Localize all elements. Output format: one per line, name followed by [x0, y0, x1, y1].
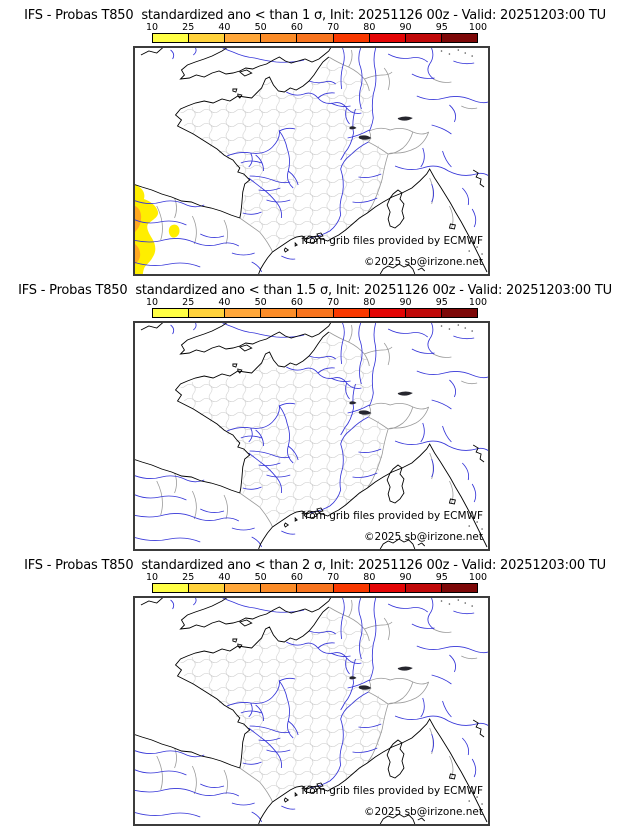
colorbar-segment	[261, 34, 298, 42]
colorbar-segment	[405, 309, 442, 317]
panel-title: IFS - Probas T850 standardized ano < tha…	[18, 283, 612, 298]
anomaly-area	[135, 185, 180, 274]
colorbar-segment	[441, 584, 477, 592]
panel-title: IFS - Probas T850 standardized ano < tha…	[24, 558, 606, 573]
colorbar-tick: 50	[254, 22, 267, 33]
colorbar-tick: 10	[145, 572, 159, 583]
colorbar-segment	[405, 584, 442, 592]
national-borders	[156, 324, 478, 528]
coastlines	[135, 48, 488, 274]
colorbar-segment	[333, 309, 370, 317]
colorbar-segment	[261, 309, 298, 317]
france-map-svg	[135, 598, 488, 824]
colorbar-tick: 25	[182, 297, 195, 308]
colorbar-segment	[405, 34, 442, 42]
colorbar-segment	[333, 34, 370, 42]
rivers	[135, 323, 488, 548]
colorbar-tick: 90	[399, 297, 412, 308]
colorbar-tick: 60	[290, 297, 303, 308]
probability-colorbar: 10 25 40 50 60 70 80 90 95 100	[146, 22, 487, 43]
ecmwf-credit: from grib files provided by ECMWF	[301, 510, 483, 522]
colorbar-segment	[153, 309, 190, 317]
colorbar-gradient	[152, 583, 478, 593]
map-panel-2: from grib files provided by ECMWF ©2025 …	[133, 321, 490, 551]
lakes	[349, 666, 413, 690]
colorbar-tick-labels: 10 25 40 50 60 70 80 90 95 100	[146, 297, 487, 308]
colorbar-tick: 25	[182, 572, 195, 583]
colorbar-gradient	[152, 308, 478, 318]
colorbar-segment	[369, 584, 406, 592]
copyright-credit: ©2025 sb@irizone.net	[364, 806, 483, 818]
colorbar-segment	[369, 309, 406, 317]
map-panel-3: from grib files provided by ECMWF ©2025 …	[133, 596, 490, 826]
copyright-credit: ©2025 sb@irizone.net	[364, 256, 483, 268]
colorbar-tick: 10	[145, 22, 159, 33]
colorbar-tick: 40	[218, 297, 231, 308]
colorbar-tick: 90	[399, 572, 412, 583]
colorbar-segment	[333, 584, 370, 592]
colorbar-tick: 95	[435, 572, 448, 583]
colorbar-tick: 50	[254, 297, 267, 308]
colorbar-tick: 95	[435, 297, 448, 308]
colorbar-segment	[297, 584, 334, 592]
colorbar-tick: 40	[218, 22, 231, 33]
coastlines	[135, 323, 488, 549]
colorbar-segment	[153, 34, 190, 42]
colorbar-segment	[261, 584, 298, 592]
coastlines	[135, 598, 488, 824]
colorbar-segment	[153, 584, 190, 592]
colorbar-tick: 70	[327, 22, 340, 33]
colorbar-tick: 40	[218, 572, 231, 583]
colorbar-tick: 80	[363, 572, 376, 583]
colorbar-segment	[441, 34, 477, 42]
panel-sigma-1-5: IFS - Probas T850 standardized ano < tha…	[0, 276, 630, 551]
colorbar-gradient	[152, 33, 478, 43]
france-map-svg	[135, 48, 488, 274]
colorbar-tick-labels: 10 25 40 50 60 70 80 90 95 100	[146, 572, 487, 583]
colorbar-tick: 90	[399, 22, 412, 33]
colorbar-tick: 70	[327, 297, 340, 308]
small-islands-dots	[440, 324, 483, 530]
rivers	[135, 48, 488, 273]
panel-sigma-2: IFS - Probas T850 standardized ano < tha…	[0, 551, 630, 826]
rivers	[135, 598, 488, 823]
colorbar-tick: 100	[468, 572, 488, 583]
map-panel-1: from grib files provided by ECMWF ©2025 …	[133, 46, 490, 276]
lakes	[349, 116, 413, 140]
colorbar-segment	[189, 584, 226, 592]
colorbar-tick: 10	[145, 297, 159, 308]
france-map-svg	[135, 323, 488, 549]
copyright-credit: ©2025 sb@irizone.net	[364, 531, 483, 543]
colorbar-tick-labels: 10 25 40 50 60 70 80 90 95 100	[146, 22, 487, 33]
colorbar-tick: 80	[363, 297, 376, 308]
colorbar-segment	[189, 34, 226, 42]
colorbar-segment	[189, 309, 226, 317]
small-islands-dots	[440, 599, 483, 805]
colorbar-tick: 100	[468, 297, 488, 308]
probability-colorbar: 10 25 40 50 60 70 80 90 95 100	[146, 572, 487, 593]
panel-sigma-1: IFS - Probas T850 standardized ano < tha…	[0, 0, 630, 276]
colorbar-tick: 80	[363, 22, 376, 33]
colorbar-segment	[225, 34, 262, 42]
small-islands-dots	[440, 49, 483, 255]
colorbar-segment	[441, 309, 477, 317]
colorbar-tick: 60	[290, 572, 303, 583]
lakes	[349, 391, 413, 415]
colorbar-segment	[225, 584, 262, 592]
colorbar-tick: 95	[435, 22, 448, 33]
colorbar-tick: 60	[290, 22, 303, 33]
panel-title: IFS - Probas T850 standardized ano < tha…	[24, 8, 606, 23]
ecmwf-credit: from grib files provided by ECMWF	[301, 785, 483, 797]
colorbar-segment	[297, 309, 334, 317]
ecmwf-credit: from grib files provided by ECMWF	[301, 235, 483, 247]
colorbar-tick: 25	[182, 22, 195, 33]
colorbar-tick: 100	[468, 22, 488, 33]
colorbar-segment	[369, 34, 406, 42]
colorbar-tick: 70	[327, 572, 340, 583]
colorbar-tick: 50	[254, 572, 267, 583]
colorbar-segment	[225, 309, 262, 317]
colorbar-segment	[297, 34, 334, 42]
probability-colorbar: 10 25 40 50 60 70 80 90 95 100	[146, 297, 487, 318]
